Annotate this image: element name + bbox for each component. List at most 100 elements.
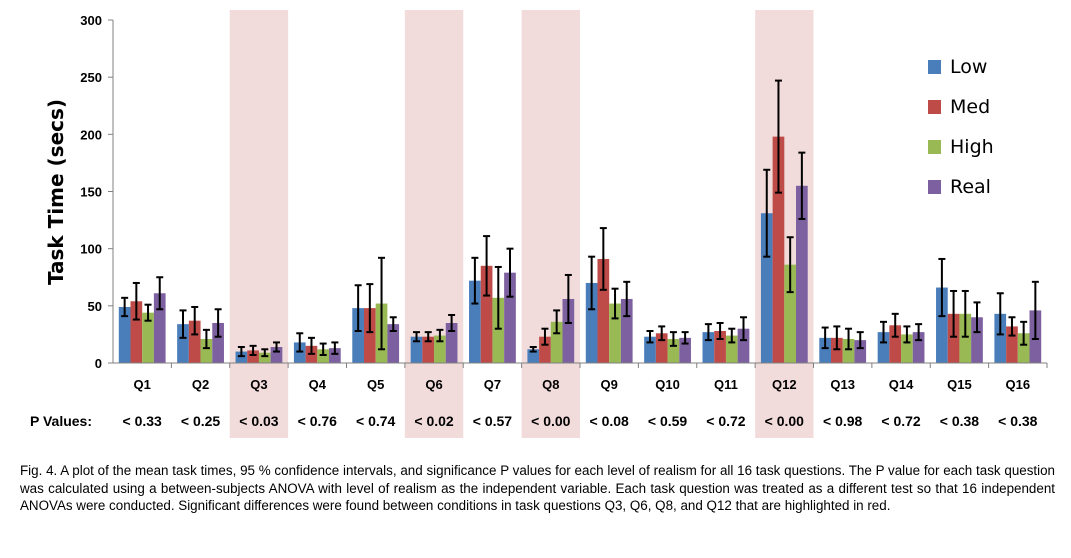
pvalue-q9: < 0.08 <box>590 413 630 429</box>
y-tick-label: 200 <box>80 127 102 142</box>
error-bars <box>121 79 1039 358</box>
bar-real-q4 <box>329 348 341 363</box>
pvalue-q15: < 0.38 <box>940 413 980 429</box>
pvalue-q16: < 0.38 <box>998 413 1038 429</box>
bar-med-q16 <box>1006 326 1018 363</box>
bar-real-q12 <box>796 185 808 363</box>
x-tick-labels: Q1 Q2 Q3 Q4 Q5 Q6 Q7 Q8 Q9 Q10 Q11 Q12 Q13 Q14 Q15 Q16 <box>134 363 1048 392</box>
legend-swatch-low <box>928 60 941 74</box>
bar-high-q15 <box>959 313 972 363</box>
x-tick-label-q14: Q14 <box>889 377 914 392</box>
x-tick-label-q2: Q2 <box>192 377 209 392</box>
pvalue-q2: < 0.25 <box>181 413 221 429</box>
pvalue-q8: < 0.00 <box>531 413 571 429</box>
bar-high-q1 <box>142 312 154 363</box>
bar-low-q15 <box>936 287 948 363</box>
legend-swatch-med <box>928 100 941 114</box>
legend: Low Med High Real <box>928 56 994 198</box>
legend-swatch-high <box>928 140 941 154</box>
pvalue-q13: < 0.98 <box>823 413 863 429</box>
bar-med-q15 <box>947 313 960 363</box>
bar-high-q4 <box>317 349 330 363</box>
bar-high-q12 <box>784 264 797 363</box>
x-tick-label-q4: Q4 <box>309 377 327 392</box>
x-tick-label-q11: Q11 <box>714 377 738 392</box>
bar-high-q3 <box>258 352 271 363</box>
bar-high-q9 <box>609 303 621 363</box>
pvalue-q3: < 0.03 <box>239 413 279 429</box>
x-tick-label-q10: Q10 <box>655 377 680 392</box>
bar-low-q3 <box>235 351 248 363</box>
bar-low-q11 <box>702 332 715 363</box>
bar-real-q1 <box>153 293 166 363</box>
legend-label-low: Low <box>950 56 987 78</box>
pvalue-q11: < 0.72 <box>706 413 746 429</box>
pvalue-q5: < 0.74 <box>356 413 396 429</box>
bar-low-q13 <box>819 337 831 363</box>
bar-high-q10 <box>667 338 680 363</box>
bar-med-q1 <box>130 301 143 363</box>
pvalue-q7: < 0.57 <box>473 413 513 429</box>
x-tick-label-q13: Q13 <box>830 377 855 392</box>
bar-low-q5 <box>352 308 364 363</box>
bar-low-q16 <box>994 313 1007 363</box>
legend-label-real: Real <box>950 176 991 198</box>
pvalue-q10: < 0.59 <box>648 413 688 429</box>
bar-med-q14 <box>889 325 902 363</box>
y-tick-label: 100 <box>80 242 102 257</box>
y-tick-label: 250 <box>80 70 102 85</box>
bar-med-q9 <box>597 258 610 363</box>
bar-real-q9 <box>620 298 633 363</box>
x-tick-label-q15: Q15 <box>947 377 972 392</box>
bar-high-q11 <box>725 335 738 363</box>
bar-high-q14 <box>901 334 913 363</box>
bar-med-q2 <box>188 320 201 363</box>
bar-med-q13 <box>830 337 843 363</box>
x-tick-label-q6: Q6 <box>425 377 442 392</box>
bar-real-q7 <box>504 272 516 363</box>
task-time-chart: 0 50 100 150 200 250 300 Q1 Q2 Q3 Q4 Q5 Q6 Q7 Q8 Q9 Q10… <box>30 10 1048 438</box>
y-tick-label: 50 <box>88 299 102 314</box>
bar-med-q5 <box>363 308 376 363</box>
pvalue-q1: < 0.33 <box>123 413 163 429</box>
bar-low-q1 <box>118 306 131 363</box>
bar-med-q6 <box>422 336 435 363</box>
bar-med-q3 <box>247 350 259 363</box>
bar-real-q14 <box>912 332 925 363</box>
bar-real-q2 <box>212 322 224 363</box>
legend-label-med: Med <box>950 96 990 118</box>
pvalue-q6: < 0.02 <box>414 413 454 429</box>
x-tick-label-q12: Q12 <box>772 377 797 392</box>
bar-low-q4 <box>293 342 306 363</box>
bar-low-q6 <box>410 336 423 363</box>
x-tick-label-q9: Q9 <box>601 377 618 392</box>
legend-swatch-real <box>928 180 941 194</box>
pvalue-q12: < 0.00 <box>765 413 805 429</box>
x-tick-label-q16: Q16 <box>1006 377 1031 392</box>
bar-low-q8 <box>527 349 540 363</box>
legend-label-high: High <box>950 136 994 158</box>
x-tick-label-q7: Q7 <box>484 377 501 392</box>
bar-med-q10 <box>655 333 668 363</box>
x-tick-label-q3: Q3 <box>250 377 267 392</box>
y-tick-label: 300 <box>80 13 102 28</box>
bar-high-q7 <box>492 297 505 363</box>
pvalue-q14: < 0.72 <box>881 413 921 429</box>
x-tick-label-q1: Q1 <box>134 377 151 392</box>
bar-real-q8 <box>562 298 575 363</box>
pvalue-row: < 0.33 < 0.25 < 0.03 < 0.76 < 0.74 < 0.02 < 0.… <box>123 413 1038 429</box>
bar-real-q13 <box>854 340 867 363</box>
x-tick-label-q8: Q8 <box>542 377 559 392</box>
highlight-bands <box>229 10 814 438</box>
highlight-band-q6 <box>404 10 464 438</box>
bar-low-q7 <box>469 280 481 363</box>
bar-low-q12 <box>760 213 773 363</box>
y-axis-title: Task Time (secs) <box>44 99 68 285</box>
y-ticks: 0 50 100 150 200 250 300 <box>80 13 113 371</box>
highlight-band-q8 <box>521 10 580 438</box>
pvalues-label: P Values: <box>30 413 92 429</box>
bar-low-q2 <box>177 324 189 363</box>
bar-real-q5 <box>387 324 400 363</box>
bar-real-q15 <box>971 317 983 363</box>
bar-real-q10 <box>679 337 691 363</box>
